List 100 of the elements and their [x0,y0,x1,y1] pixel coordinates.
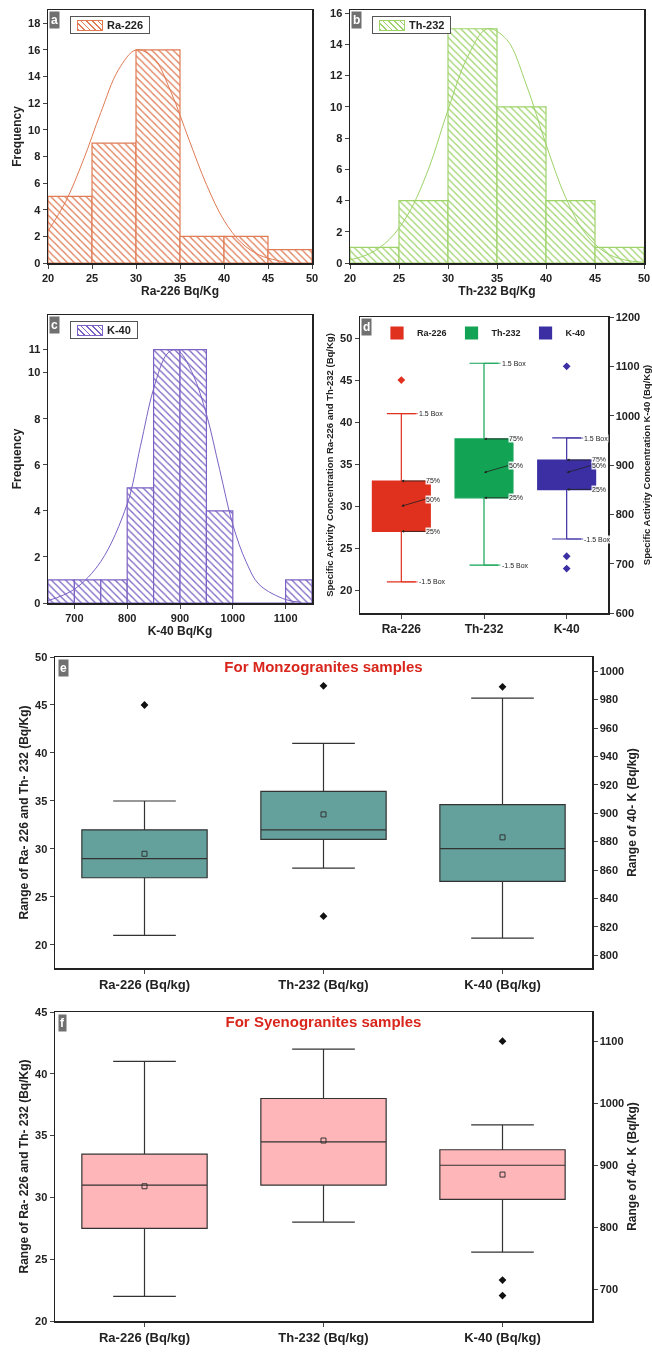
x-axis-title: K-40 Bq/Kg [147,624,213,639]
y2-axis-title: Range of 40- K (Bq/kg) [624,748,639,877]
y2-tick-label: 1000 [599,1097,625,1110]
y2-tick-label: 900 [599,807,619,820]
y-tick-label: 6 [336,163,343,176]
x-tick-label: 35 [173,271,187,284]
y-tick-label: 20 [340,584,353,597]
y-tick-label: 25 [35,890,48,903]
y-tick-label: 8 [336,131,343,144]
legend-label: Th-232 [409,19,445,31]
y-tick-label: 11 [28,343,41,356]
y2-tick-label: 800 [599,1221,619,1234]
y-tick-label: 8 [34,412,41,425]
y2-tick-label: 700 [615,557,635,570]
y-tick-label: 4 [34,203,42,216]
x-tick-label: 25 [85,271,99,284]
y2-tick-label: 940 [599,750,619,763]
y-tick-label: 4 [34,504,42,517]
y2-tick-label: 900 [599,1159,619,1172]
x-tick-label: Th-232 (Bq/kg) [278,977,369,993]
x-tick-label: K-40 [553,621,580,636]
y-tick-label: 10 [28,366,41,379]
y2-tick-label: 700 [599,1283,619,1296]
y-tick-label: 18 [28,17,41,30]
chart-title: For Syenogranites samples [225,1013,422,1031]
y-axis-title: Range of Ra- 226 and Th- 232 (Bq/Kg) [16,1059,31,1274]
y2-tick-label: 1000 [615,409,641,422]
legend-label: K-40 [107,324,131,336]
y-tick-label: 16 [28,43,41,56]
y2-tick-label: 860 [599,863,619,876]
y2-axis-title: Range of 40- K (Bq/kg) [624,1102,639,1231]
y2-tick-label: 1000 [599,665,625,678]
y-tick-label: 35 [340,458,353,471]
y-tick-label: 40 [340,415,353,428]
x-tick-label: K-40 (Bq/kg) [464,1330,541,1346]
x-tick-label: 30 [441,271,455,284]
legend-label: Ra-226 [417,328,447,339]
x-tick-label: Ra-226 [381,621,422,636]
y-tick-label: 30 [35,842,48,855]
y-axis-title: Specific Activity Concentration Ra-226 and Th-232 (Bq/Kg) [324,333,336,597]
y-tick-label: 2 [34,230,41,243]
y-tick-label: 45 [35,1005,48,1018]
y-tick-label: 30 [340,500,353,513]
y2-tick-label: 1100 [615,360,640,373]
x-tick-label: 45 [588,271,602,284]
annotation: a [51,13,58,27]
y-tick-label: 4 [336,194,344,207]
x-tick-label: Ra-226 (Bq/kg) [98,1330,191,1346]
y-tick-label: 2 [34,550,41,563]
x-tick-label: 50 [305,271,319,284]
y2-tick-label: 920 [599,778,619,791]
y-tick-label: 50 [340,331,353,344]
y-axis-title: Frequency [9,105,24,167]
y2-tick-label: 1200 [615,310,641,323]
y-tick-label: 0 [336,256,343,269]
y2-tick-label: 840 [599,892,619,905]
y-tick-label: 45 [340,373,353,386]
annotation: b [353,13,361,27]
y-tick-label: 14 [28,70,42,83]
x-tick-label: Th-232 [464,621,504,636]
y-tick-label: 40 [35,746,48,759]
x-tick-label: 1100 [273,611,298,624]
y-tick-label: 12 [330,69,343,82]
x-tick-label: 800 [118,611,137,624]
y-tick-label: 35 [35,794,48,807]
y-tick-label: 25 [340,542,353,555]
y2-tick-label: 960 [599,721,619,734]
y2-axis-title: Specific Activity Concentration K-40 (Bq/Kg) [641,364,652,566]
x-tick-label: 700 [65,611,84,624]
x-axis-title: Ra-226 Bq/Kg [140,284,220,299]
y2-tick-label: 600 [615,606,635,619]
legend-label: K-40 [565,328,586,339]
legend-label: Th-232 [491,328,521,339]
y-tick-label: 12 [28,97,41,110]
y-tick-label: 14 [330,38,344,51]
x-tick-label: 30 [129,271,143,284]
x-tick-label: Th-232 (Bq/kg) [278,1330,369,1346]
x-tick-label: 900 [170,611,190,624]
annotation: d [363,320,371,334]
y-tick-label: 20 [35,938,48,951]
y-tick-label: 10 [330,100,343,113]
y2-tick-label: 1100 [599,1035,624,1048]
annotation: e [60,661,67,675]
y-tick-label: 25 [35,1253,48,1266]
x-tick-label: 45 [261,271,275,284]
y-tick-label: 40 [35,1067,48,1080]
y-tick-label: 45 [35,698,48,711]
y-axis-title: Range of Ra- 226 and Th- 232 (Bq/Kg) [16,705,31,920]
x-tick-label: 40 [539,271,553,284]
y-tick-label: 50 [35,650,48,663]
x-tick-label: 40 [217,271,231,284]
annotation: c [51,318,58,332]
y-tick-label: 35 [35,1129,48,1142]
chart-title: For Monzogranites samples [224,658,423,676]
y-tick-label: 30 [35,1191,48,1204]
y-tick-label: 16 [330,6,343,19]
x-tick-label: 25 [392,271,406,284]
y2-tick-label: 880 [599,835,619,848]
y2-tick-label: 800 [615,508,635,521]
y-tick-label: 8 [34,150,41,163]
